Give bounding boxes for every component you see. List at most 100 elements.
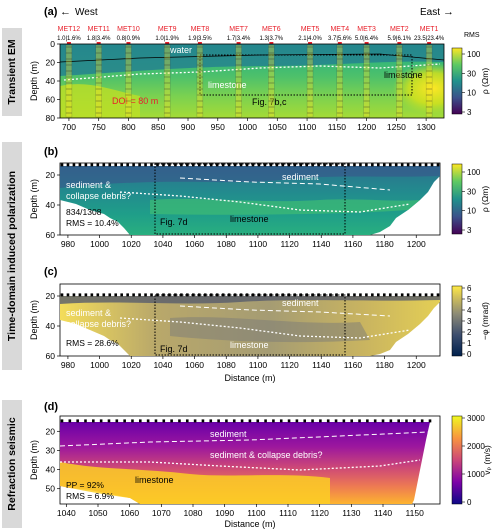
electrode-marker xyxy=(305,163,308,167)
station-name: MET6 xyxy=(262,26,281,33)
electrode-marker xyxy=(293,293,297,297)
station-name: MET4 xyxy=(330,26,349,33)
panel-c-xtick-label: 1080 xyxy=(217,360,236,370)
electrode-marker xyxy=(233,163,237,167)
panel-a-xtick-label: 1050 xyxy=(268,122,287,132)
electrode-marker xyxy=(251,163,255,167)
section-label-tdip: Time-domain induced polarization xyxy=(6,171,18,341)
panel-a-colorbar-label: ρ (Ωm) xyxy=(480,68,490,94)
electrode-marker xyxy=(406,163,410,167)
station-name: MET10 xyxy=(117,26,140,33)
panel-c-collapse-left: collapse debris? xyxy=(66,319,131,329)
east-label: East xyxy=(420,7,440,18)
rms-header: RMS xyxy=(464,32,480,39)
geophone-marker xyxy=(209,419,213,423)
electrode-marker xyxy=(126,293,129,297)
station-rms: 0.8|0.9% xyxy=(117,36,141,42)
panel-c-xtick-label: 1040 xyxy=(153,360,172,370)
panel-b-ytick-label: 40 xyxy=(46,200,56,210)
panel-a-east-high xyxy=(330,44,444,118)
station-marker xyxy=(236,42,241,45)
electrode-marker xyxy=(138,163,141,167)
electrode-marker xyxy=(192,293,195,297)
panel-c-colorbar-label: −φ (mrad) xyxy=(480,302,490,340)
panel-a-xtick-label: 850 xyxy=(151,122,165,132)
electrode-marker xyxy=(156,163,159,167)
panel-a-xtick-label: 950 xyxy=(211,122,225,132)
panel-b-xtick-label: 1100 xyxy=(249,239,268,249)
panel-b-xtick-label: 1000 xyxy=(90,239,109,249)
doi-label: DOI = 80 m xyxy=(112,96,158,106)
electrode-marker xyxy=(329,163,332,167)
station-name: MET8 xyxy=(191,26,210,33)
panel-b-deep-high xyxy=(150,198,420,215)
geophone-marker xyxy=(154,419,158,423)
colorbar-tick-label: 30 xyxy=(467,69,476,78)
panel-a-y-axis: 0 20 40 60 80 xyxy=(46,39,60,123)
panel-c-xtick-label: 1100 xyxy=(249,360,268,370)
panel-d-colorbar xyxy=(451,415,463,505)
colorbar-tick-label: 3000 xyxy=(467,414,485,423)
panel-d-ytick-label: 50 xyxy=(46,484,56,494)
electrode-marker xyxy=(150,293,153,297)
panel-d-xtick-label: 1080 xyxy=(184,508,203,518)
electrode-marker xyxy=(215,293,219,297)
electrode-marker xyxy=(388,293,392,297)
panel-a-ytick-label: 60 xyxy=(46,95,56,105)
electrode-marker xyxy=(406,293,410,297)
electrode-marker xyxy=(102,163,106,167)
electrode-marker xyxy=(377,293,380,297)
station-model-column xyxy=(65,44,73,118)
section-band-tdip: Time-domain induced polarization xyxy=(2,142,22,370)
colorbar-tick-label: 0 xyxy=(467,498,472,507)
station-rms: 5.0|6.4% xyxy=(355,36,379,42)
electrode-marker xyxy=(424,163,428,167)
panel-c-label: (c) xyxy=(44,266,58,278)
panel-b-ytick-label: 60 xyxy=(46,230,56,240)
electrode-marker xyxy=(90,293,94,297)
panel-a-x-axis: 700 750 800 850 900 950 1000 1050 1100 1150 1200 12… xyxy=(62,118,436,132)
panel-a-xtick-label: 900 xyxy=(181,122,195,132)
geophone-marker xyxy=(256,419,260,423)
geophone-marker xyxy=(413,419,416,423)
electrode-marker xyxy=(335,293,338,297)
panel-b-limestone: limestone xyxy=(230,214,269,224)
electrode-marker xyxy=(203,163,207,167)
colorbar-tick-label: 2000 xyxy=(467,442,485,451)
electrode-marker xyxy=(221,163,225,167)
panel-c-fig7d-box xyxy=(154,294,346,356)
electrode-marker xyxy=(221,293,225,297)
station-model-column xyxy=(125,44,132,118)
panel-c-xtick-label: 1200 xyxy=(407,360,426,370)
electrode-marker xyxy=(168,163,171,167)
panel-b-xtick-label: 1080 xyxy=(217,239,236,249)
station-model-column xyxy=(336,44,344,118)
colorbar-tick-label: 10 xyxy=(467,89,476,98)
electrode-marker xyxy=(341,163,344,167)
geophone-marker xyxy=(84,419,87,423)
panel-a-ytick-label: 80 xyxy=(46,113,56,123)
panel-a-xtick-label: 800 xyxy=(121,122,135,132)
panel-c-rms: RMS = 28.6% xyxy=(66,338,119,348)
panel-d-ytick-label: 20 xyxy=(46,426,56,436)
panel-d-geophone-markers xyxy=(60,419,432,423)
electrode-marker xyxy=(275,293,279,297)
electrode-marker xyxy=(299,293,303,297)
station-name: MET5 xyxy=(301,26,320,33)
station-model-column xyxy=(396,44,403,118)
geophone-marker xyxy=(319,419,322,423)
geophone-marker xyxy=(201,419,205,423)
colorbar-tick-label: 30 xyxy=(467,187,476,196)
geophone-marker xyxy=(295,419,299,423)
electrode-marker xyxy=(66,293,70,297)
electrode-marker xyxy=(72,163,76,167)
panel-b-xtick-label: 1040 xyxy=(153,239,172,249)
station-model-column xyxy=(363,44,370,118)
electrode-marker xyxy=(245,163,249,167)
geophone-marker xyxy=(138,419,142,423)
panel-c-y-axis: 20 40 60 xyxy=(46,291,60,361)
panel-b-collapse-left: collapse debris? xyxy=(66,191,131,201)
geophone-marker xyxy=(397,419,400,423)
panel-b-fig7d: Fig. 7d xyxy=(160,217,188,227)
